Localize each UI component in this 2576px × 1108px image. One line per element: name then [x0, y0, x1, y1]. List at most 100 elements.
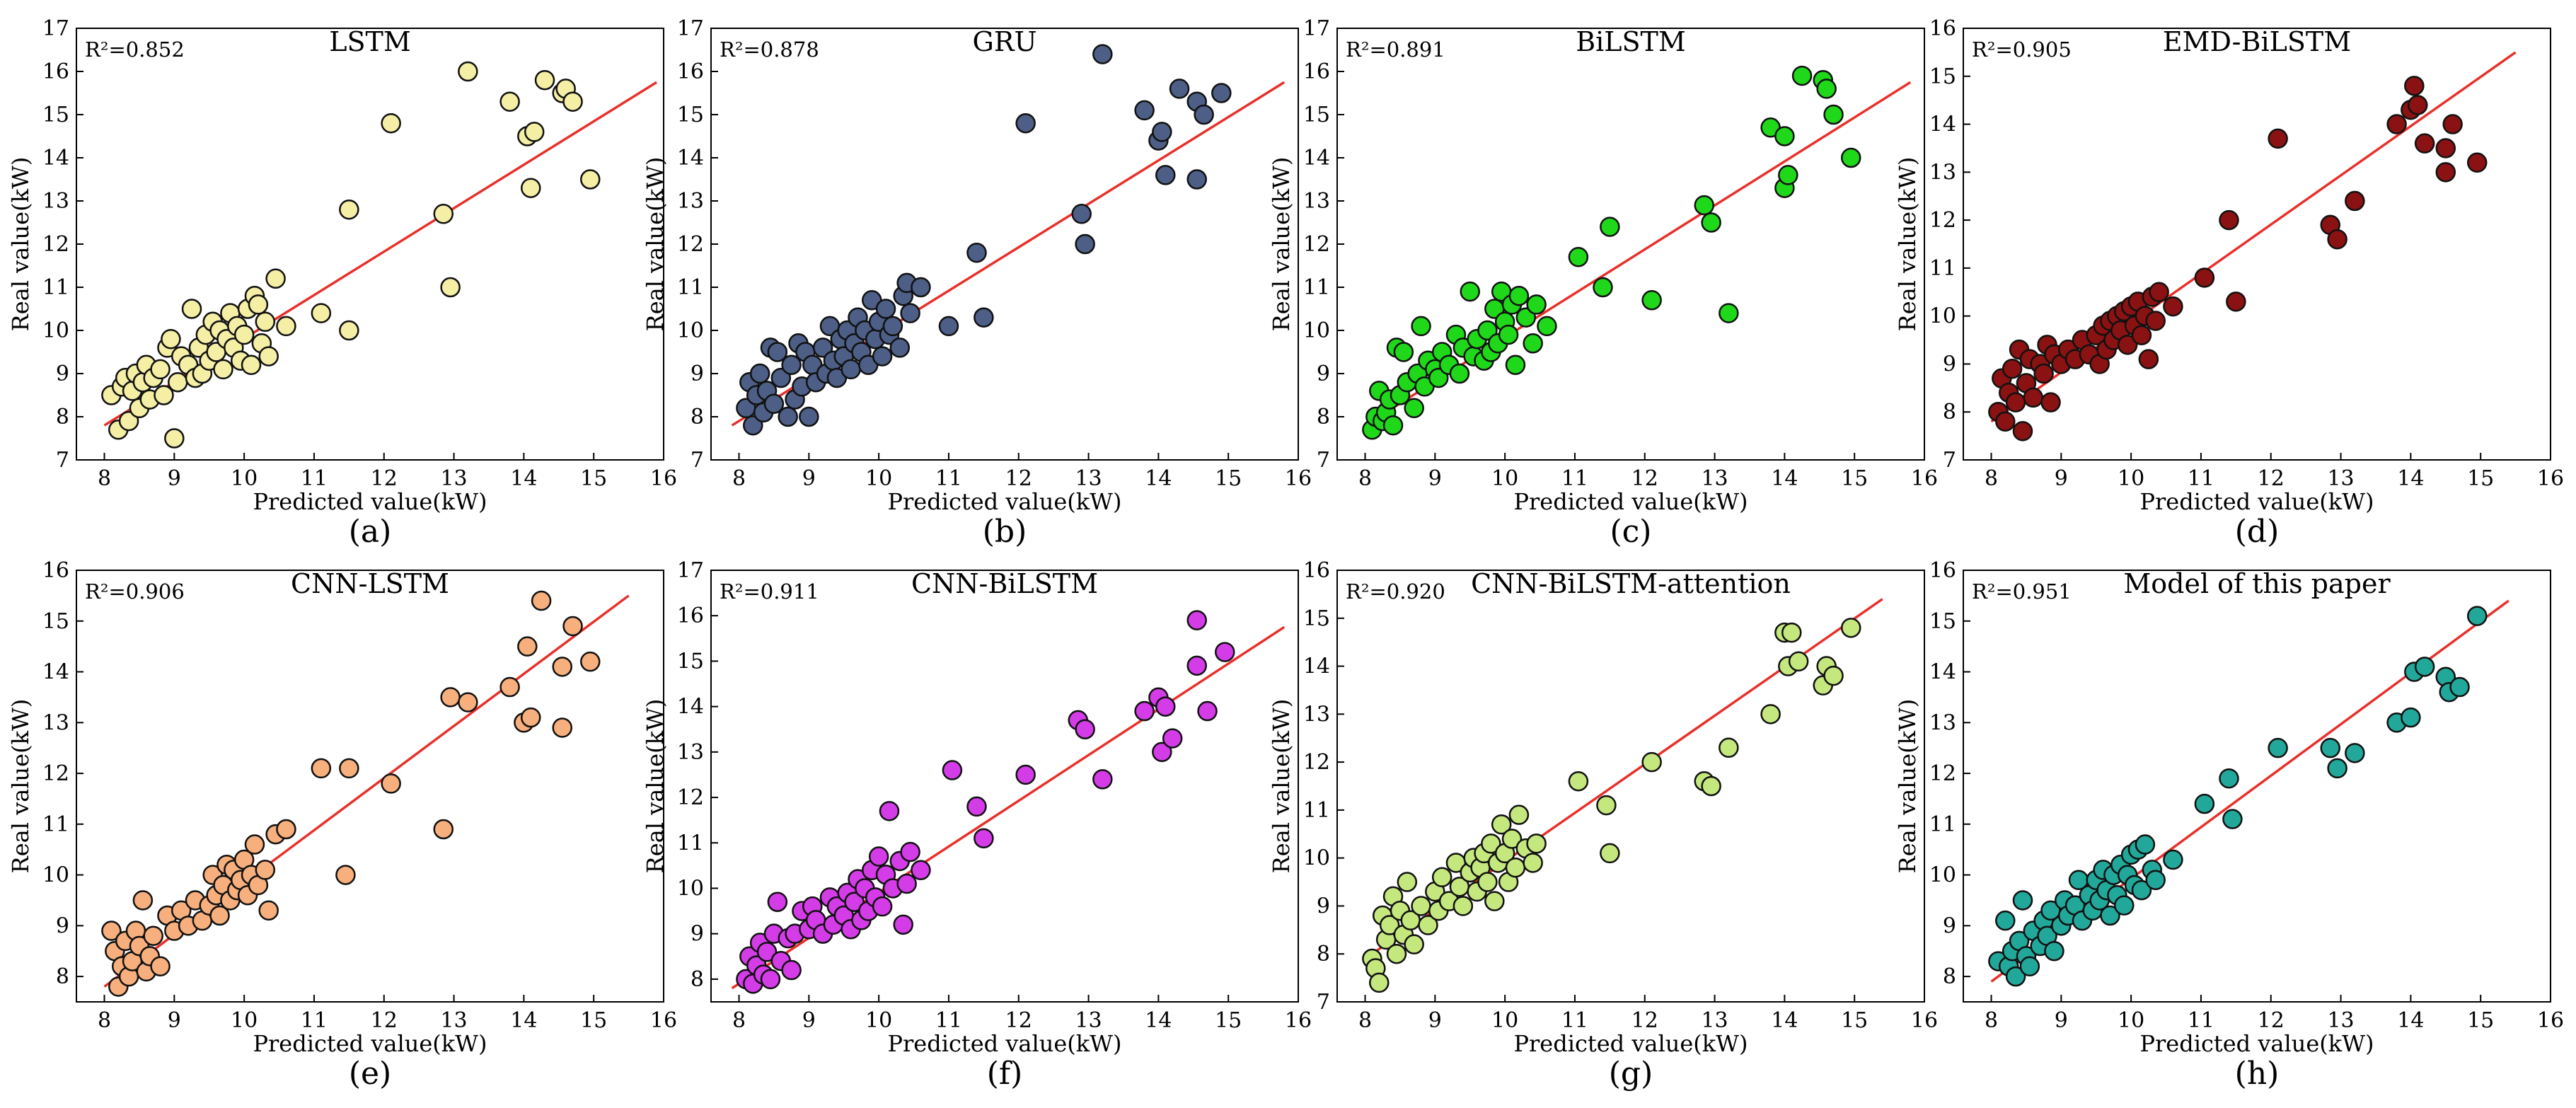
y-tick-label: 9	[56, 913, 69, 938]
data-point	[2194, 793, 2215, 814]
data-point	[1481, 833, 1501, 854]
x-tick-label: 13	[1075, 466, 1102, 491]
y-tick-label: 13	[677, 740, 704, 765]
data-point	[1418, 915, 1438, 935]
data-point	[778, 406, 798, 427]
data-point	[1477, 320, 1498, 341]
data-point	[1537, 316, 1557, 337]
data-point	[1411, 316, 1431, 337]
data-point	[1995, 910, 2016, 931]
data-point	[1568, 771, 1589, 792]
data-point	[1701, 775, 1721, 797]
r2-label: R²=0.891	[1346, 37, 1445, 62]
data-point	[499, 676, 520, 698]
y-tick-label: 17	[42, 16, 69, 41]
x-tick-label: 10	[865, 466, 892, 491]
data-point	[2404, 76, 2425, 96]
panel-a: 8 9 10 11 12 13 14 15 16 7 8 9 10 11 12 13 14 15 16 17 LSTM R…	[7, 16, 677, 550]
y-tick-label: 12	[42, 232, 69, 257]
x-axis-label: Predicted value(kW)	[1513, 488, 1748, 515]
x-tick-label: 8	[1358, 1008, 1372, 1033]
data-point	[1015, 112, 1036, 134]
x-tick-label: 10	[1491, 466, 1518, 491]
x-axis-label: Predicted value(kW)	[1513, 1030, 1748, 1057]
data-point	[213, 359, 233, 380]
y-tick-label: 11	[42, 812, 69, 837]
data-point	[1498, 324, 1519, 345]
data-point	[966, 796, 987, 817]
data-point	[580, 651, 601, 672]
data-point	[1075, 233, 1095, 255]
y-tick-label: 14	[1303, 146, 1330, 171]
data-point	[580, 169, 601, 190]
data-point	[900, 303, 920, 323]
y-tick-label: 12	[1929, 761, 1956, 786]
data-point	[893, 914, 913, 935]
y-tick-label: 10	[1929, 304, 1956, 329]
data-point	[1382, 415, 1404, 436]
data-point	[562, 91, 583, 112]
data-point	[244, 834, 265, 855]
data-point	[1694, 195, 1714, 216]
data-point	[844, 891, 865, 912]
y-tick-label: 10	[1929, 863, 1956, 888]
data-point	[276, 316, 296, 337]
data-point	[1841, 618, 1861, 638]
y-tick-label: 8	[1943, 964, 1956, 989]
y-tick-label: 9	[1317, 894, 1330, 918]
data-point	[534, 69, 555, 91]
data-point	[241, 354, 262, 376]
data-point	[2268, 737, 2288, 758]
data-point	[1194, 104, 1214, 125]
panel-title: CNN-BiLSTM-attention	[1471, 568, 1791, 599]
data-point	[781, 354, 802, 376]
data-point	[900, 841, 920, 862]
data-point	[1152, 741, 1172, 763]
y-tick-label: 10	[1303, 318, 1330, 343]
data-point	[749, 363, 770, 384]
data-point	[1186, 610, 1207, 630]
x-tick-label: 10	[2118, 1008, 2144, 1033]
y-tick-label: 11	[677, 275, 704, 300]
data-point	[154, 385, 174, 405]
data-point	[781, 959, 802, 981]
x-tick-label: 13	[1075, 1008, 1102, 1033]
x-tick-label: 10	[865, 1008, 892, 1033]
data-point	[1778, 165, 1798, 185]
y-tick-label: 15	[1303, 103, 1330, 127]
data-point	[258, 346, 279, 367]
data-point	[1995, 411, 2016, 432]
data-point	[381, 773, 401, 794]
data-point	[1092, 44, 1113, 64]
data-point	[872, 896, 893, 917]
data-point	[339, 320, 359, 341]
data-point	[258, 900, 279, 921]
data-point	[1719, 737, 1739, 758]
y-tick-label: 11	[42, 275, 69, 300]
data-point	[2222, 809, 2243, 829]
y-tick-label: 11	[1303, 275, 1330, 300]
y-tick-label: 13	[1929, 710, 1956, 735]
data-point	[763, 393, 785, 414]
y-axis-label: Real value(kW)	[1268, 157, 1295, 332]
panel-f: 8 9 10 11 12 13 14 15 16 8 9 10 11 12 13 14 15 16 17 CNN-Bi…	[642, 558, 1312, 1092]
data-point	[942, 760, 963, 780]
x-tick-label: 14	[1145, 1008, 1172, 1033]
x-tick-label: 11	[301, 1008, 328, 1033]
data-point	[767, 891, 788, 912]
y-tick-label: 13	[1303, 702, 1330, 727]
y-tick-label: 15	[1929, 64, 1956, 89]
panel-title: CNN-LSTM	[291, 568, 449, 599]
x-axis-label: Predicted value(kW)	[253, 488, 487, 515]
data-point	[276, 819, 296, 840]
data-point	[2019, 956, 2040, 977]
data-point	[209, 905, 230, 926]
data-point	[2345, 190, 2365, 212]
r2-label: R²=0.905	[1972, 37, 2072, 62]
data-point	[1215, 642, 1235, 662]
x-tick-label: 9	[2055, 466, 2068, 491]
data-point	[433, 819, 454, 840]
x-tick-label: 13	[440, 1008, 467, 1033]
data-point	[311, 758, 332, 779]
data-point	[168, 371, 188, 393]
